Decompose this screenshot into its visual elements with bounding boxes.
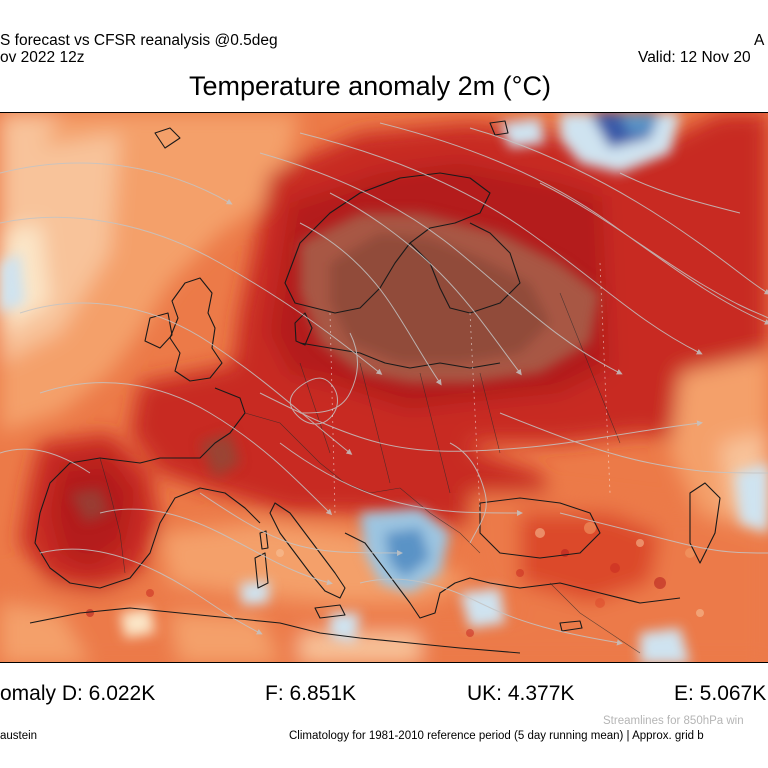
stat-uk-anomaly: UK: 4.377K <box>467 682 575 705</box>
streamlines-note: Streamlines for 850hPa win <box>603 715 744 727</box>
stat-e-anomaly: E: 5.067K <box>674 682 767 705</box>
stat-france-anomaly: F: 6.851K <box>265 682 357 705</box>
cold-anomalies <box>0 113 768 662</box>
author-credit: austein <box>0 730 38 742</box>
climatology-note: Climatology for 1981-2010 reference peri… <box>289 730 704 742</box>
stat-germany-anomaly: omaly D: 6.022K <box>0 682 156 705</box>
borders <box>99 292 641 654</box>
run-time: ov 2022 12z <box>0 49 85 66</box>
streamlines <box>0 122 768 646</box>
model-description: S forecast vs CFSR reanalysis @0.5deg <box>0 32 278 49</box>
anomaly-field <box>0 113 768 662</box>
speckle-detail <box>86 522 704 637</box>
valid-time: Valid: 12 Nov 20 <box>638 49 751 66</box>
header-right-label: A <box>754 32 765 49</box>
coastlines <box>29 120 721 654</box>
map-title: Temperature anomaly 2m (°C) <box>189 71 551 101</box>
temperature-anomaly-map <box>0 112 768 663</box>
